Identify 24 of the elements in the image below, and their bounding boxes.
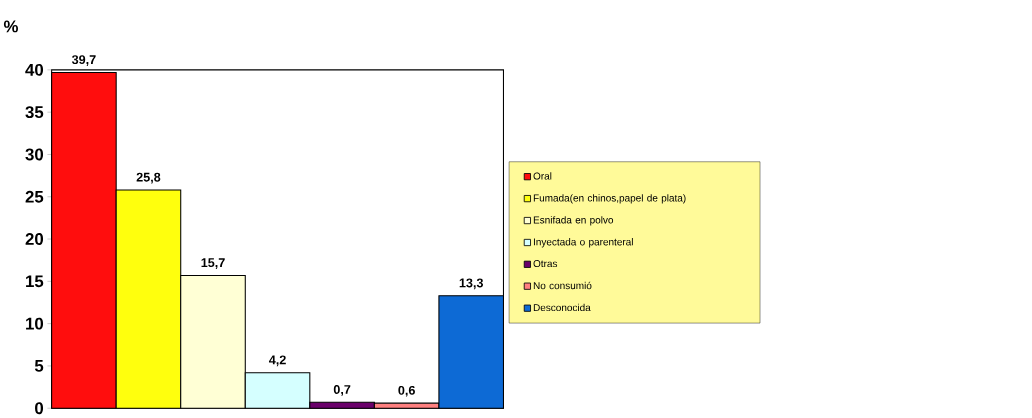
legend-label: No consumió	[533, 281, 592, 290]
data-label: 0,7	[333, 385, 351, 396]
data-label: 4,2	[268, 355, 286, 367]
data-label: 13,3	[459, 278, 484, 290]
legend-label: Desconocida	[533, 303, 591, 312]
y-tick-label: 5	[34, 360, 44, 372]
y-tick-label: 10	[26, 317, 44, 330]
legend-label: Otras	[533, 260, 558, 268]
y-tick-label: 40	[25, 64, 44, 76]
y-axis-title: %	[3, 20, 19, 33]
y-tick-label: 30	[25, 148, 44, 161]
y-tick-label: 0	[35, 402, 44, 415]
y-tick-label: 15	[26, 275, 44, 288]
data-label: 0,6	[398, 386, 415, 397]
legend-label: Esnifada en polvo	[533, 216, 614, 226]
y-tick-label: 25	[25, 190, 44, 203]
y-tick-label: 35	[25, 106, 44, 119]
y-tick-label: 20	[25, 233, 44, 246]
legend-label: Fumada(en chinos,papel de plata)	[533, 194, 686, 204]
legend-label: Oral	[533, 172, 552, 180]
data-label: 15,7	[201, 258, 225, 270]
legend-label: Inyectada o parenteral	[533, 238, 633, 248]
data-label: 25,8	[136, 172, 161, 184]
data-label: 39,7	[71, 55, 96, 67]
